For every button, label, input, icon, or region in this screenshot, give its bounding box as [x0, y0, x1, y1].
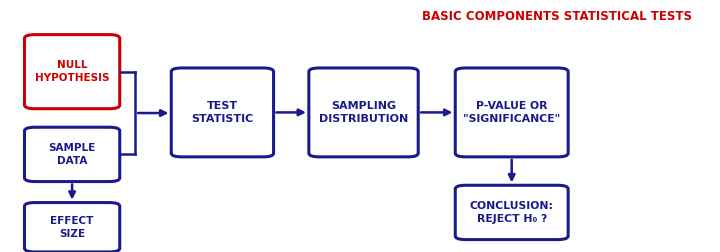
Text: EFFECT
SIZE: EFFECT SIZE [50, 216, 94, 239]
Text: CONCLUSION:
REJECT H₀ ?: CONCLUSION: REJECT H₀ ? [469, 201, 554, 224]
FancyBboxPatch shape [455, 68, 568, 157]
FancyBboxPatch shape [24, 127, 120, 181]
FancyBboxPatch shape [171, 68, 274, 157]
FancyBboxPatch shape [24, 35, 120, 109]
Text: SAMPLE
DATA: SAMPLE DATA [48, 143, 96, 166]
FancyBboxPatch shape [455, 185, 568, 240]
Text: SAMPLING
DISTRIBUTION: SAMPLING DISTRIBUTION [319, 101, 408, 124]
Text: BASIC COMPONENTS STATISTICAL TESTS: BASIC COMPONENTS STATISTICAL TESTS [422, 10, 692, 23]
FancyBboxPatch shape [309, 68, 418, 157]
FancyBboxPatch shape [24, 203, 120, 252]
Text: TEST
STATISTIC: TEST STATISTIC [192, 101, 253, 124]
Text: NULL
HYPOTHESIS: NULL HYPOTHESIS [35, 60, 109, 83]
Text: P-VALUE OR
"SIGNIFICANCE": P-VALUE OR "SIGNIFICANCE" [463, 101, 560, 124]
